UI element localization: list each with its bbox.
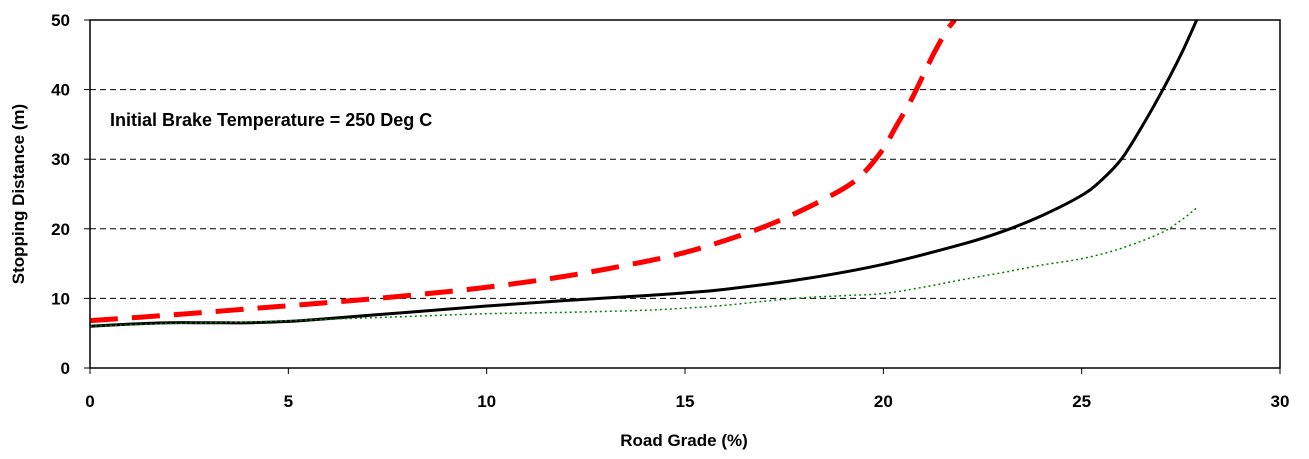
y-tick-label: 0 <box>61 359 70 378</box>
x-tick-label: 15 <box>676 392 695 411</box>
axes <box>84 19 1281 374</box>
y-tick-label: 50 <box>51 11 70 30</box>
x-tick-label: 5 <box>284 392 293 411</box>
x-tick-label: 20 <box>874 392 893 411</box>
x-tick-label: 0 <box>85 392 94 411</box>
y-tick-label: 30 <box>51 150 70 169</box>
series-line-solid <box>90 20 1199 328</box>
tick-labels: 0 5 10 15 20 25 30 0 10 20 30 40 50 <box>51 11 1289 411</box>
x-tick-label: 30 <box>1271 392 1290 411</box>
x-tick-label: 10 <box>477 392 496 411</box>
series-line-dotted <box>90 207 1198 327</box>
annotation-text: Initial Brake Temperature = 250 Deg C <box>110 110 432 130</box>
y-tick-label: 10 <box>51 289 70 308</box>
x-tick-label: 25 <box>1072 392 1091 411</box>
gridlines <box>90 89 1280 299</box>
y-axis-title: Stopping Distance (m) <box>9 104 28 284</box>
y-tick-label: 20 <box>51 220 70 239</box>
y-tick-label: 40 <box>51 81 70 100</box>
series-line-dashed <box>90 20 957 324</box>
plot-frame <box>89 19 1281 369</box>
x-axis-title: Road Grade (%) <box>620 431 748 450</box>
series-lines <box>90 20 1199 328</box>
